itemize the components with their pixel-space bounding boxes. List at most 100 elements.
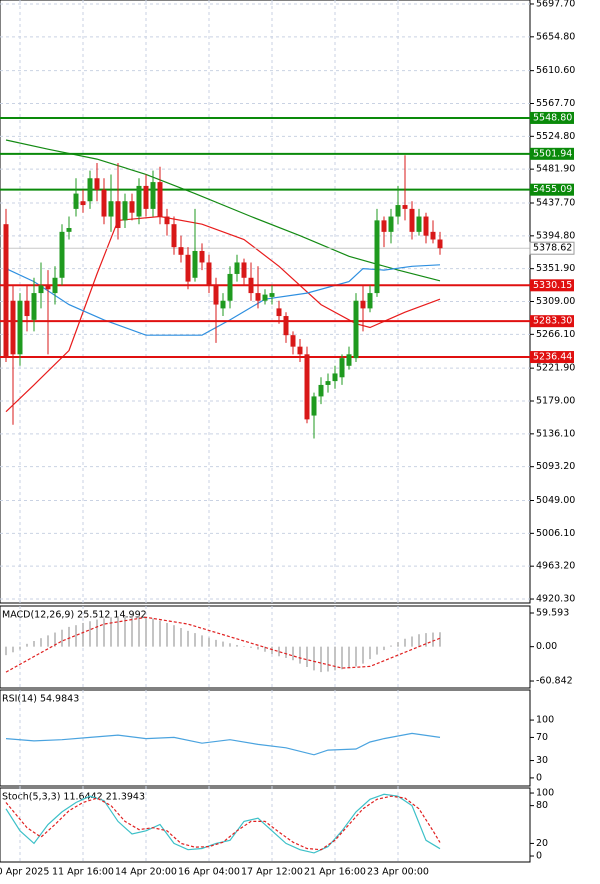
candle-body bbox=[94, 178, 100, 190]
candle-body bbox=[192, 250, 198, 278]
level-label-box bbox=[530, 315, 574, 328]
histogram-bar bbox=[103, 618, 105, 647]
histogram-bar bbox=[355, 646, 357, 667]
histogram-bar bbox=[425, 633, 427, 647]
histogram-bar bbox=[12, 646, 14, 653]
histogram-bar bbox=[40, 638, 42, 647]
histogram-bar bbox=[201, 635, 203, 647]
histogram-bar bbox=[439, 632, 441, 647]
level-label-box bbox=[530, 351, 574, 364]
histogram-bar bbox=[5, 646, 7, 656]
candle-body bbox=[276, 308, 282, 317]
indicator-line bbox=[5, 793, 441, 854]
x-tick-label: 10 Apr 2025 bbox=[0, 867, 49, 878]
histogram-bar bbox=[152, 618, 154, 647]
y-tick-label: 0.00 bbox=[536, 641, 557, 652]
histogram-bar bbox=[299, 646, 301, 664]
y-tick-label: 5266.10 bbox=[536, 329, 575, 340]
histogram-bar bbox=[264, 646, 266, 652]
histogram-bar bbox=[124, 615, 126, 647]
candle-body bbox=[234, 262, 240, 274]
candle-body bbox=[31, 293, 37, 320]
histogram-bar bbox=[397, 642, 399, 647]
histogram-bar bbox=[187, 630, 189, 647]
level-label: 5501.94 bbox=[533, 148, 572, 159]
histogram-bar bbox=[26, 643, 28, 647]
level-label-box bbox=[530, 111, 574, 124]
histogram-bar bbox=[411, 636, 413, 647]
candle-body bbox=[367, 293, 373, 309]
candle-body bbox=[318, 384, 324, 397]
histogram-bar bbox=[348, 646, 350, 669]
candle-body bbox=[178, 247, 184, 255]
y-tick-label: 5221.90 bbox=[536, 363, 575, 374]
candle-body bbox=[430, 231, 436, 240]
candle-body bbox=[115, 201, 121, 229]
y-tick-label: 4963.20 bbox=[536, 561, 575, 572]
level-label: 5236.44 bbox=[533, 352, 572, 363]
y-tick-label: 0 bbox=[536, 772, 542, 783]
y-tick-label: 4920.30 bbox=[536, 594, 575, 605]
histogram-bar bbox=[208, 637, 210, 647]
y-tick-label: 5524.80 bbox=[536, 131, 575, 142]
level-label-box bbox=[530, 279, 574, 292]
y-tick-label: 5093.20 bbox=[536, 461, 575, 472]
histogram-bar bbox=[306, 646, 308, 667]
y-tick-label: 5567.70 bbox=[536, 98, 575, 109]
histogram-bar bbox=[271, 646, 273, 655]
candle-body bbox=[220, 300, 226, 309]
x-tick-label: 21 Apr 16:00 bbox=[304, 867, 366, 878]
histogram-bar bbox=[404, 638, 406, 647]
y-tick-label: 20 bbox=[536, 838, 548, 849]
candle-body bbox=[73, 193, 79, 209]
y-tick-label: 5351.90 bbox=[536, 263, 575, 274]
y-tick-label: 5309.00 bbox=[536, 296, 575, 307]
histogram-bar bbox=[334, 646, 336, 671]
candle-body bbox=[423, 216, 429, 236]
indicator-line bbox=[5, 732, 441, 756]
y-tick-label: 5049.00 bbox=[536, 495, 575, 506]
y-tick-label: 70 bbox=[536, 732, 548, 743]
candle-body bbox=[143, 185, 149, 209]
candle-body bbox=[304, 354, 310, 420]
histogram-bar bbox=[215, 639, 217, 647]
y-tick-label: 5437.70 bbox=[536, 197, 575, 208]
candle-body bbox=[269, 293, 275, 297]
candle-body bbox=[381, 220, 387, 232]
x-tick-label: 16 Apr 04:00 bbox=[178, 867, 240, 878]
histogram-bar bbox=[194, 633, 196, 647]
candle-body bbox=[437, 239, 443, 249]
histogram-bar bbox=[376, 646, 378, 655]
histogram-bar bbox=[320, 646, 322, 673]
candle-body bbox=[339, 358, 345, 378]
level-label-box bbox=[530, 147, 574, 160]
histogram-bar bbox=[278, 646, 280, 657]
x-tick-label: 17 Apr 12:00 bbox=[241, 867, 303, 878]
y-tick-label: 5610.60 bbox=[536, 65, 575, 76]
y-tick-label: 5697.70 bbox=[536, 0, 575, 9]
candle-body bbox=[108, 201, 114, 217]
candle-body bbox=[241, 262, 247, 278]
macd-title: MACD(12,26,9) 25.512 14.992 bbox=[2, 610, 147, 621]
candle-body bbox=[374, 220, 380, 294]
histogram-bar bbox=[166, 622, 168, 647]
level-label: 5283.30 bbox=[533, 316, 572, 327]
candle-body bbox=[325, 381, 331, 385]
candle-body bbox=[395, 205, 401, 217]
candle-body bbox=[248, 277, 254, 294]
histogram-bar bbox=[390, 645, 392, 647]
candle-body bbox=[409, 208, 415, 232]
histogram-bar bbox=[145, 616, 147, 647]
candle-body bbox=[66, 228, 72, 232]
y-tick-label: 5179.00 bbox=[536, 396, 575, 407]
histogram-bar bbox=[82, 622, 84, 647]
histogram-bar bbox=[369, 646, 371, 660]
histogram-bar bbox=[61, 629, 63, 647]
rsi-title: RSI(14) 54.9843 bbox=[2, 694, 79, 705]
candle-body bbox=[157, 182, 163, 217]
candle-body bbox=[171, 224, 177, 248]
histogram-bar bbox=[54, 632, 56, 647]
y-tick-label: 5136.10 bbox=[536, 428, 575, 439]
y-tick-label: 5006.10 bbox=[536, 528, 575, 539]
